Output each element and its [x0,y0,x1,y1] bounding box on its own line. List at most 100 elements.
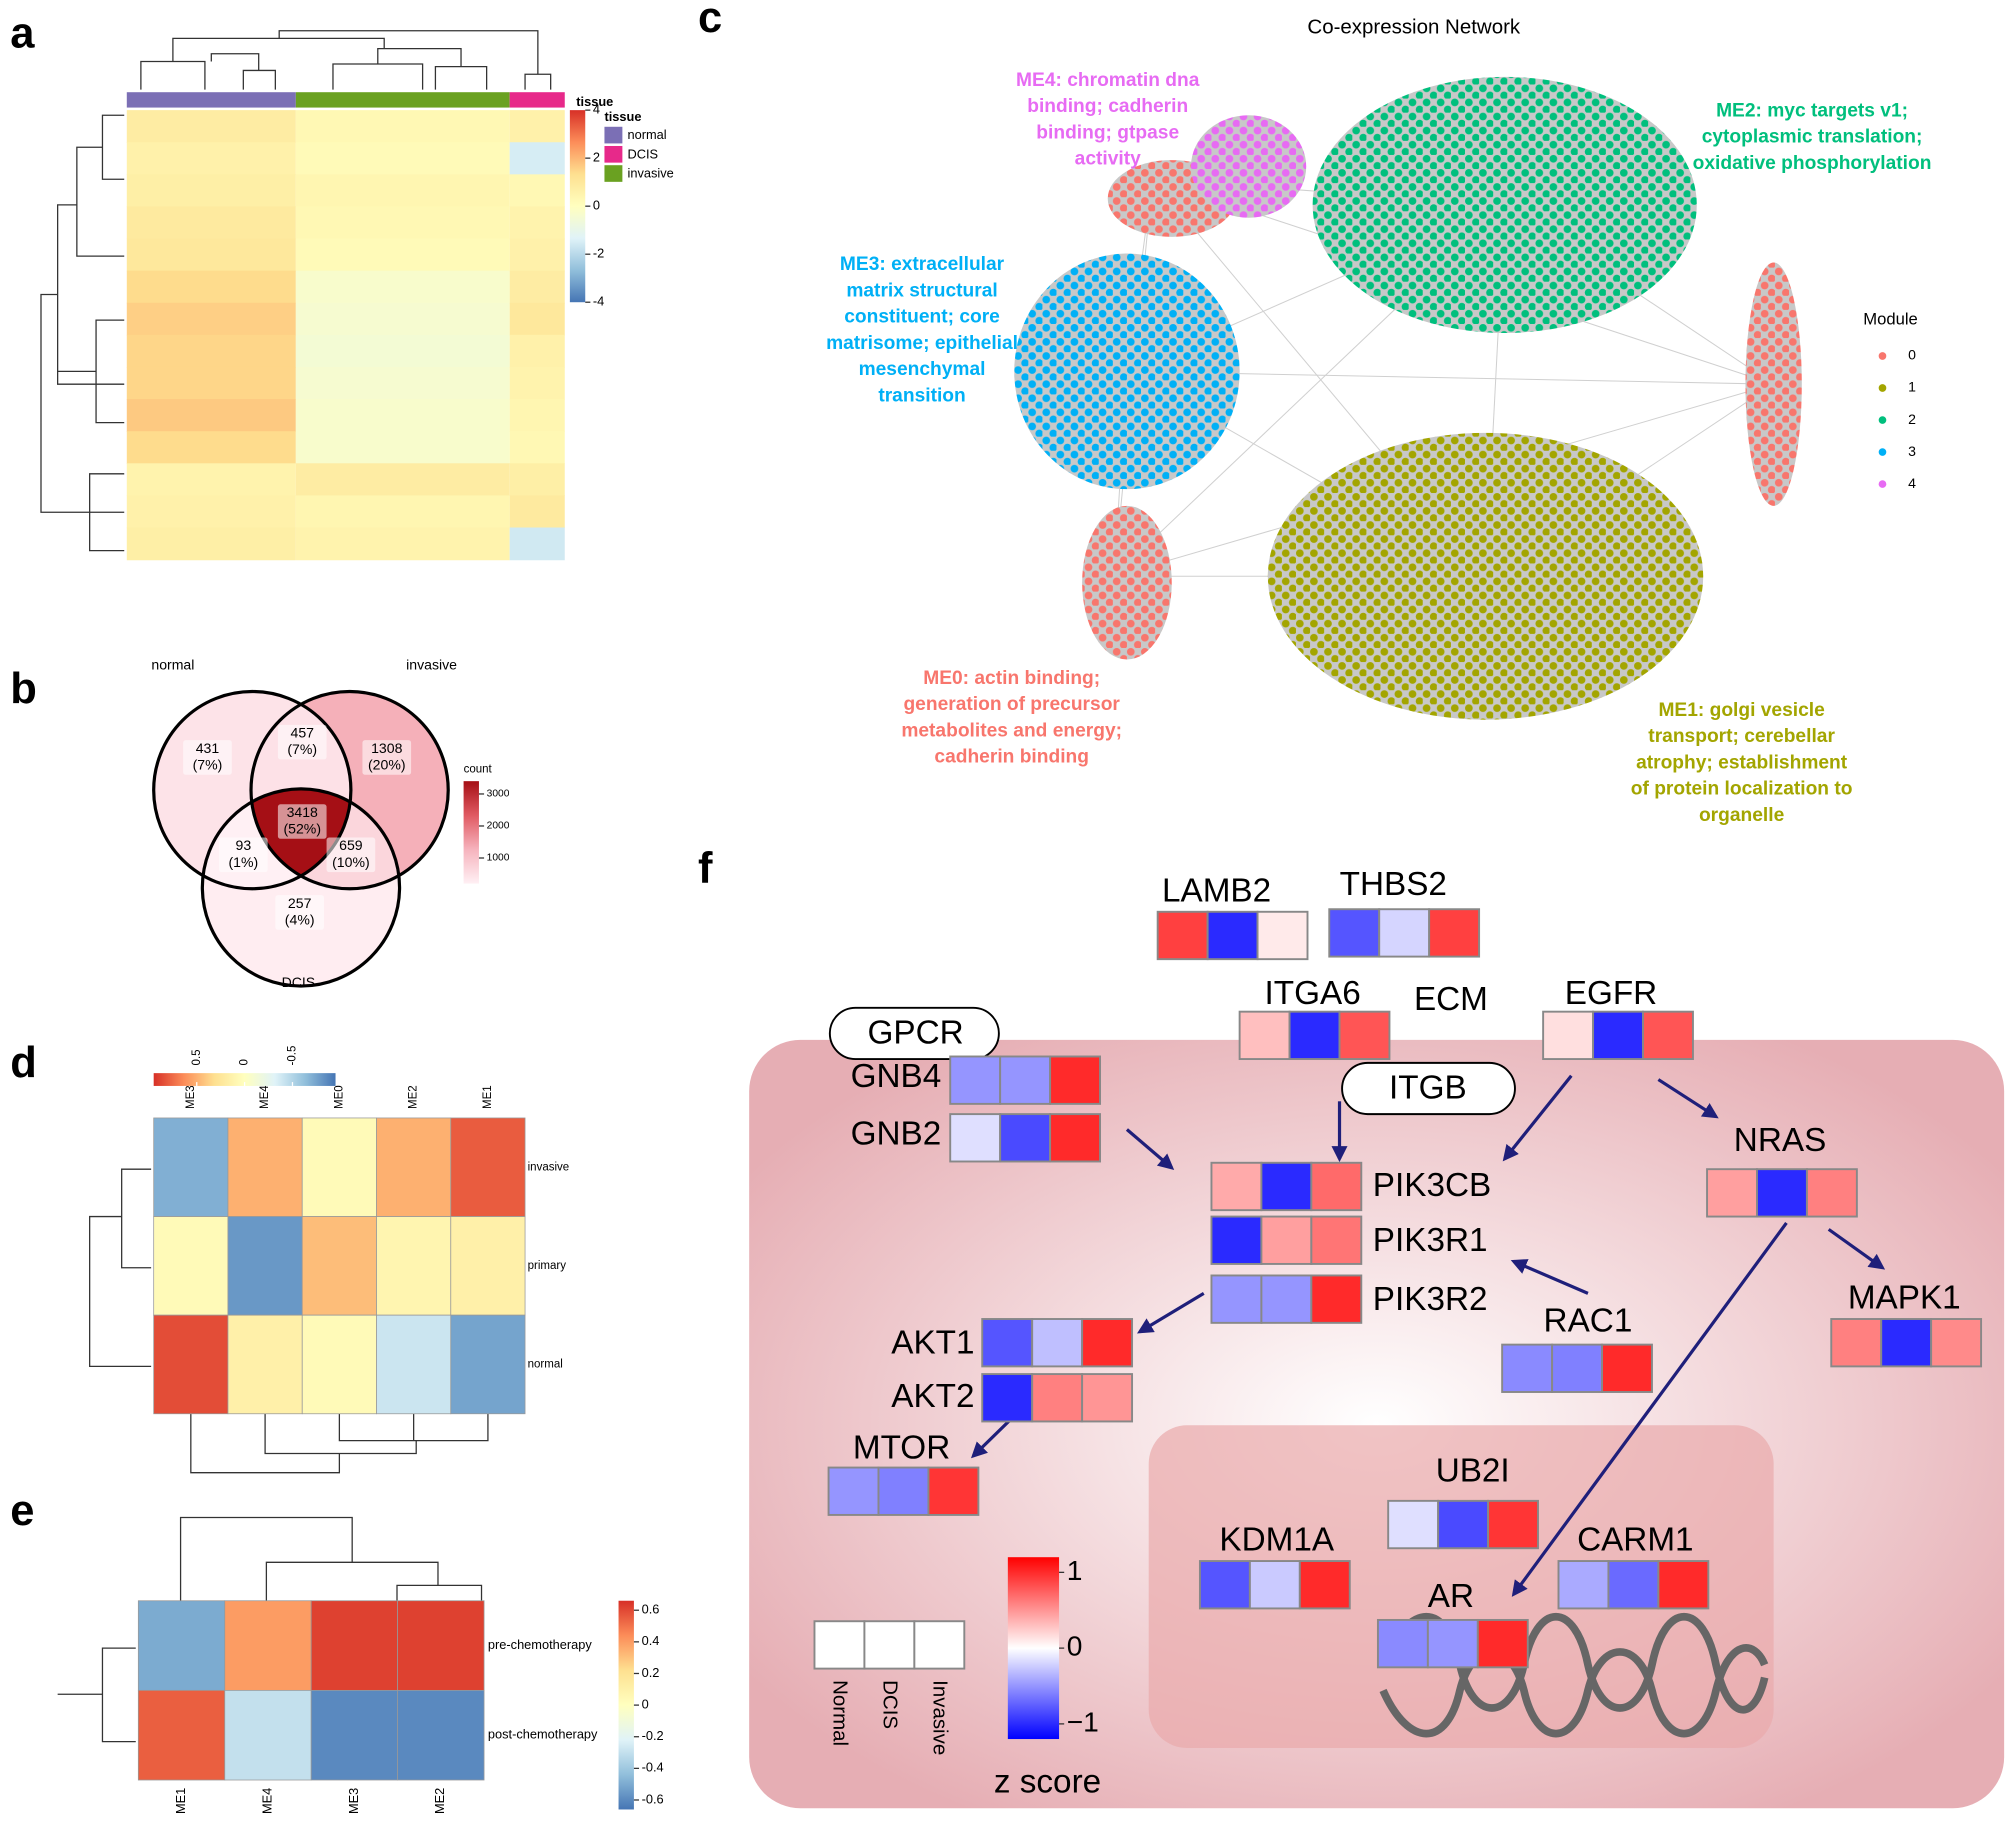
gene-label: AR [1428,1578,1474,1615]
module-annotation: organelle [1699,805,1785,826]
heatmap-cell [295,110,510,143]
gene-cell [1437,1499,1490,1550]
gene-cell [1081,1373,1134,1423]
colorbar-tick-label: -0.5 [287,1046,299,1066]
nucleus [1148,1425,1774,1749]
row-label: normal [528,1359,563,1371]
legend-label: 0 [1908,347,1916,363]
panel-label: d [10,1039,37,1087]
region-percent: (4%) [285,911,315,927]
heatmap-cell [126,334,296,368]
heatmap-cell [509,302,565,336]
heatmap-cell [509,399,565,432]
colorbar-tick-label: -0.4 [642,1760,664,1775]
colorbar-tick-label: 0 [239,1059,251,1065]
gene-cell [1298,1560,1351,1610]
heatmap-cell [295,366,510,400]
heatmap-cell [295,463,510,497]
module-annotation: ME4: chromatin dna [1016,70,1200,91]
label-box [277,724,327,760]
heatmap-cell [153,1117,229,1217]
gene-label: LAMB2 [1162,872,1271,909]
heatmap-cell [224,1600,312,1691]
gene-cell [1310,1274,1363,1324]
gene-label: PIK3R2 [1373,1281,1488,1318]
label-box [326,837,376,873]
gene-cell [1880,1318,1933,1368]
colorbar [153,1073,336,1086]
gene-cell [1338,1010,1391,1061]
gene-cell [1601,1343,1653,1393]
region-percent: (7%) [193,757,223,773]
gene-cell [1328,908,1381,958]
colorbar-tick-label: 4 [593,102,600,117]
heatmap-cell [509,463,565,497]
heatmap-cell [509,206,565,240]
region-percent: (7%) [287,741,317,757]
region-percent: (10%) [332,854,370,870]
itgb-pill [1341,1061,1516,1116]
panel-label: b [10,665,37,713]
heatmap-cell [137,1689,226,1781]
heatmap-cell [301,1314,377,1415]
arrow [1502,1074,1573,1162]
module-cluster [1082,505,1172,660]
heatmap-cell [126,399,296,432]
arrow [1136,1292,1205,1334]
heatmap-cell [310,1600,399,1691]
region-percent: (52%) [283,821,321,837]
legend-label: Invasive [928,1680,951,1755]
gene-label: PIK3CB [1373,1167,1491,1204]
tissue-bar [295,92,510,108]
gene-label: THBS2 [1340,866,1447,903]
module-annotation: binding; cadherin [1027,96,1188,117]
module-annotation: matrix structural [846,280,997,301]
region-count: 1308 [371,740,402,756]
heatmap-cell [295,174,510,208]
colorbar-tick-label: 2 [593,150,600,165]
gene-cell [827,1466,880,1516]
legend-label: DCIS [878,1680,901,1729]
gpcr-pill [828,1006,1000,1061]
legend-label: DCIS [628,146,659,161]
label-box [362,740,412,775]
heatmap-cell [295,527,510,561]
legend-title: Module [1863,310,1918,329]
gene-cell [1310,1161,1363,1212]
heatmap-cell [295,334,510,368]
gene-label: AKT1 [891,1324,974,1361]
gene-cell [1031,1318,1084,1368]
heatmap-cell [126,302,296,336]
gene-cell [1830,1318,1883,1368]
module-annotation: atrophy; establishment [1636,752,1848,773]
gene-cell [1642,1010,1694,1061]
gene-cell [1210,1161,1263,1212]
module-cluster [1312,76,1697,333]
gene-label: KDM1A [1219,1522,1334,1559]
gene-cell [1657,1560,1710,1610]
heatmap-cell [126,270,296,304]
gene-cell [1487,1499,1539,1550]
gene-label: MAPK1 [1848,1280,1961,1317]
gene-cell [1260,1215,1313,1265]
colorbar-tick-label: 0.2 [642,1665,660,1680]
venn-circle [249,689,450,891]
heatmap-cell [509,495,565,529]
legend-label: 4 [1908,475,1916,491]
tissue-bar [126,92,296,108]
heatmap-cell [397,1689,485,1781]
gene-cell [1260,1161,1313,1212]
gene-label: GNB2 [851,1116,942,1153]
arrow [1510,1259,1589,1295]
region-label: ECM [1414,981,1488,1018]
gene-cell [1476,1618,1529,1669]
arrow [1827,1228,1886,1270]
heatmap-cell [295,495,510,529]
module-cluster [1267,432,1704,720]
legend-title: tissue [576,94,613,109]
column-label: ME1 [173,1788,188,1814]
colorbar [569,110,586,303]
module-annotation: of protein localization to [1631,779,1853,800]
heatmap-cell [126,495,296,529]
heatmap-cell [509,142,565,175]
